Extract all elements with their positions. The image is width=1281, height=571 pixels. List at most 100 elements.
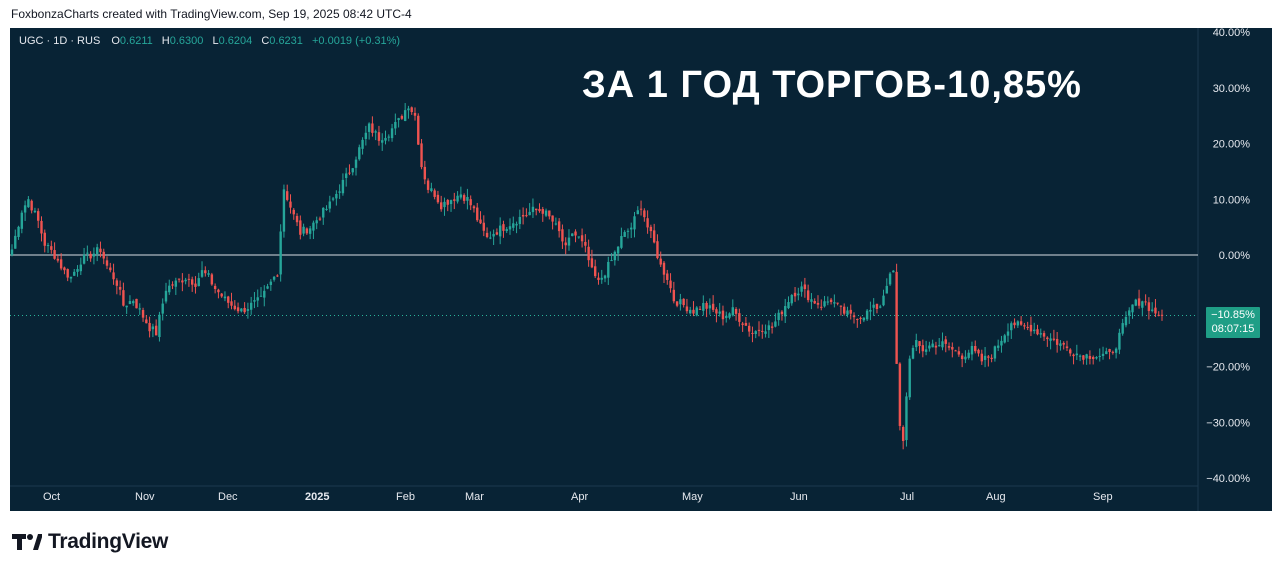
candle-body [806,290,810,301]
candle-body [541,209,544,214]
candle-body [983,355,987,360]
candle-body [1137,298,1141,306]
x-tick-label: Sep [1093,491,1113,503]
candle-body [957,351,961,355]
candle-body [695,307,698,316]
candle-body [59,259,63,269]
candle-body [1150,309,1154,311]
low-label: L [212,35,219,47]
candle-body [820,306,823,308]
candle-body [469,199,472,206]
candle-body [1128,310,1131,316]
candle-body [767,325,771,331]
candle-body [1154,307,1157,314]
candle-body [1105,351,1108,355]
candle-body [738,313,741,322]
candle-body [921,345,925,352]
candle-body [168,285,171,293]
candle-body [610,260,613,262]
chart-panel[interactable]: 40.00% 30.00% 20.00% 10.00% 0.00% −20.00% −30.… [10,28,1272,511]
candle-body [505,229,508,232]
candle-body [515,223,518,226]
candle-body [161,303,164,314]
candle-body [76,269,79,272]
candle-body [1065,346,1069,348]
candle-body [512,223,515,228]
candle-body [263,290,266,298]
candle-body [888,273,892,285]
candle-body [761,330,764,332]
candle-body [1160,314,1164,316]
candlestick-chart[interactable]: 40.00% 30.00% 20.00% 10.00% 0.00% −20.00% −30.… [10,28,1272,511]
candle-body [885,285,888,294]
x-tick-label: Feb [396,491,415,503]
candle-body [286,191,289,200]
y-tick-label: −20.00% [1206,362,1250,374]
candle-body [1121,323,1124,334]
candle-body [538,208,541,212]
candle-body [1013,322,1016,326]
candle-body [190,279,194,285]
candle-body [358,147,361,160]
candle-body [865,310,869,320]
candle-body [1144,301,1147,303]
candle-body [433,190,436,197]
candle-body [810,299,813,302]
candle-body [230,301,233,306]
candle-body [1016,321,1020,326]
candle-body [89,253,92,259]
candle-body [227,296,230,303]
candle-body [1095,357,1098,359]
candle-body [620,236,623,248]
candle-body [751,332,754,334]
candle-body [266,286,269,289]
candle-body [669,280,672,289]
bar-countdown: 08:07:15 [1211,323,1255,335]
candle-body [194,283,197,287]
candle-body [302,226,305,234]
candle-body [908,358,911,398]
candle-body [924,349,928,352]
candle-body [659,258,662,265]
candle-body [564,242,567,246]
candle-body [630,227,633,230]
candle-body [928,345,931,349]
candle-body [197,278,200,287]
candle-body [338,191,341,193]
candle-body [462,195,466,201]
tradingview-brand[interactable]: TradingView [12,530,168,554]
candle-body [348,172,351,174]
candle-body [580,235,584,242]
candle-body [377,132,381,141]
candle-body [636,210,639,215]
candle-body [79,264,83,272]
candle-body [879,306,882,308]
candle-body [1082,355,1085,360]
candle-body [50,246,53,250]
candle-body [675,301,679,306]
candle-body [770,326,774,328]
candle-body [1000,340,1003,346]
candle-body [571,233,574,237]
candle-body [1101,353,1105,357]
candle-body [158,314,161,338]
candle-body [210,274,214,285]
y-tick-label: 10.00% [1213,194,1251,206]
x-tick-label: Jun [790,491,808,503]
candle-body [544,210,548,216]
candle-body [233,305,236,310]
candle-body [895,271,898,364]
close-value: 0.6231 [269,35,303,47]
y-tick-label: 0.00% [1219,250,1250,262]
candle-body [482,222,485,231]
tradingview-logo-icon [12,534,42,550]
candle-body [931,343,934,348]
candle-body [417,115,420,145]
candle-body [993,346,997,359]
candle-body [472,206,476,209]
change-value: +0.0019 (+0.31%) [311,35,401,47]
candle-body [905,396,908,441]
candle-body [970,346,974,355]
candle-body [220,293,223,297]
candle-body [708,305,712,309]
